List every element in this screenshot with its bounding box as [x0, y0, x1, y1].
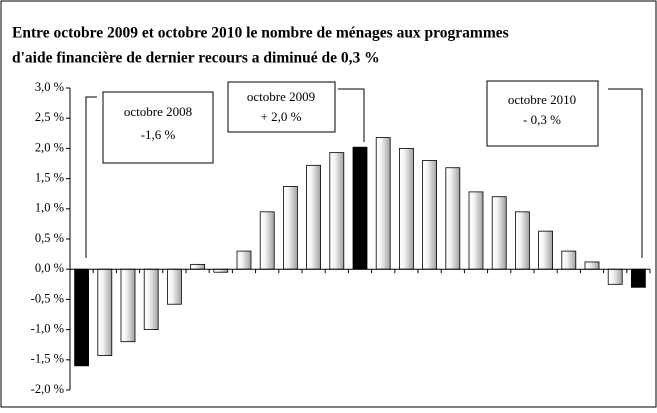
bar: [445, 167, 461, 270]
y-tick-label: -1,5 %: [31, 352, 64, 366]
bar: [329, 152, 345, 270]
bar: [561, 250, 577, 270]
y-tick-label: 1,5 %: [35, 170, 64, 184]
y-tick-label: 0,5 %: [35, 231, 64, 245]
bar: [468, 191, 484, 270]
annotation-box: [486, 80, 599, 147]
annotation-text: + 2,0 %: [261, 109, 302, 124]
bar: [143, 268, 159, 331]
chart-title: Entre octobre 2009 et octobre 2010 le no…: [12, 25, 509, 42]
y-tick-label: -2,0 %: [31, 382, 64, 396]
bar: [306, 164, 322, 270]
y-tick-label: 2,0 %: [35, 140, 64, 154]
annotation-text: -1,6 %: [141, 127, 176, 142]
bar: [236, 250, 252, 270]
bar: [282, 186, 298, 270]
bar: [584, 261, 600, 270]
annotation-text: octobre 2008: [124, 104, 192, 119]
annotation-text: - 0,3 %: [523, 112, 561, 127]
bar: [190, 263, 206, 270]
bar: [166, 268, 182, 305]
bar: [375, 137, 391, 270]
annotation-text: octobre 2009: [247, 89, 315, 104]
y-tick-label: 3,0 %: [35, 80, 64, 94]
bar: [352, 146, 368, 270]
annotation-box: [102, 91, 214, 164]
bar: [607, 268, 623, 285]
annotations: octobre 2008 -1,6 % octobre 2009 + 2,0 %…: [85, 80, 643, 258]
bar: [422, 160, 438, 270]
callout-line: [338, 88, 365, 142]
bar: [515, 211, 530, 270]
annotation-box: [227, 81, 336, 133]
bar: [259, 211, 275, 270]
y-tick-label: 1,0 %: [35, 201, 64, 215]
bar: [120, 268, 136, 343]
bar: [538, 230, 553, 270]
y-tick-label: -1,0 %: [31, 321, 64, 335]
chart-title: d'aide financière de dernier recours a d…: [12, 50, 380, 67]
bar: [97, 268, 113, 356]
callout-line: [85, 96, 97, 258]
bar: [631, 268, 646, 288]
y-tick-label: -0,5 %: [31, 291, 64, 305]
bar: [491, 196, 507, 270]
bar: [74, 268, 89, 367]
annotation-text: octobre 2010: [508, 92, 576, 107]
bar: [398, 147, 414, 270]
y-tick-label: 2,5 %: [35, 110, 64, 124]
callout-line: [608, 88, 643, 258]
y-tick-label: 0,0 %: [35, 261, 64, 275]
